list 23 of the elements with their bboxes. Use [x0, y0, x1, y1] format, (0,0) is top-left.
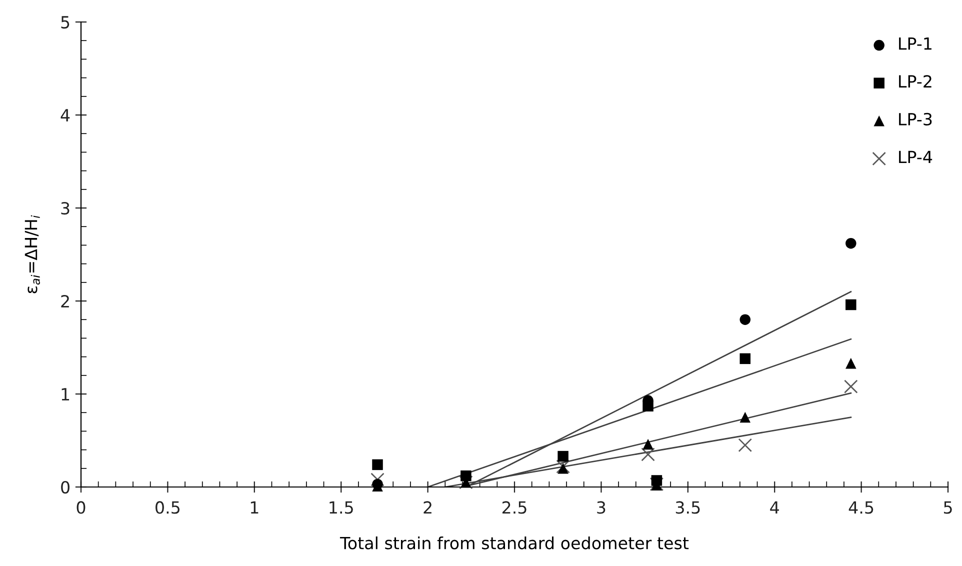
x-tick-label: 4 [770, 501, 779, 514]
x-tick-label: 1 [250, 501, 258, 514]
y-tick-label: 2 [61, 294, 69, 308]
legend-label: LP-3 [899, 112, 932, 126]
y-tick-label: 1 [62, 388, 70, 400]
x-tick-label: 1.5 [330, 501, 353, 514]
y-tick-label: 4 [60, 109, 70, 122]
x-tick-label: 3.5 [676, 501, 700, 514]
legend-label: LP-1 [899, 38, 932, 50]
y-tick-label: 0 [61, 480, 70, 494]
y-tick-label: 5 [61, 16, 70, 29]
x-tick-label: 2.5 [502, 501, 526, 514]
x-tick-label: 5 [944, 501, 952, 514]
legend-label: LP-2 [899, 75, 932, 88]
y-axis-title: ε$_{ai}$=ΔH/H$_{i}$ [24, 215, 40, 294]
y-tick-label: 3 [61, 202, 70, 215]
x-tick-label: 2 [424, 501, 432, 514]
legend-label: LP-4 [899, 150, 932, 164]
x-axis-title: Total strain from standard oedometer test [340, 536, 689, 550]
x-tick-label: 0.5 [156, 501, 180, 514]
x-tick-label: 4.5 [848, 501, 874, 514]
x-tick-label: 0 [76, 501, 86, 514]
x-tick-label: 3 [597, 501, 606, 514]
